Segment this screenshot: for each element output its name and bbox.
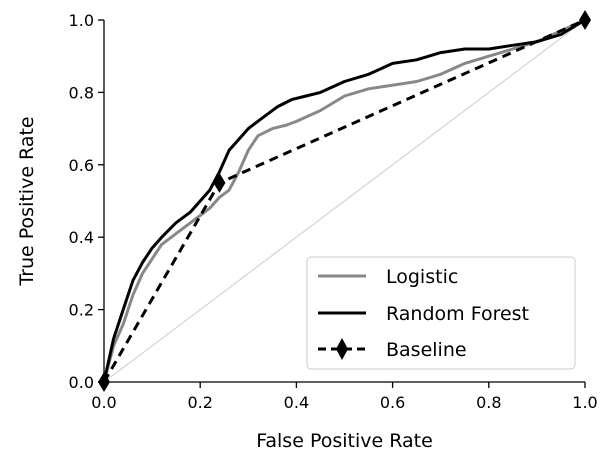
series-marker-baseline [213,172,226,193]
y-tick-label: 0.8 [69,83,94,102]
y-tick-label: 0.4 [69,228,94,247]
reference-diagonal-line [103,19,586,383]
legend-marker-baseline [336,338,348,360]
axes-layer [103,20,585,383]
x-tick-label: 0.2 [187,393,212,412]
series-line-random-forest [102,18,586,383]
legend-label-logistic: Logistic [386,266,458,288]
y-axis-label: True Positive Rate [16,116,38,286]
legend: Logistic Random Forest Baseline [306,256,576,370]
x-tick-label: 1.0 [572,393,597,412]
y-tick-label: 1.0 [69,11,94,30]
series-line-logistic [102,18,586,383]
legend-label-random-forest: Random Forest [386,303,529,325]
series-marker-baseline [579,10,591,30]
legend-label-baseline: Baseline [386,339,467,361]
x-tick-label: 0.8 [476,393,501,412]
y-tick-label: 0.2 [69,301,94,320]
legend-box [306,256,576,370]
x-axis-label: False Positive Rate [256,430,433,452]
x-tick-label: 0.0 [91,393,116,412]
x-tick-label: 0.4 [284,393,309,412]
ticks-layer: 0.0 0.2 0.4 0.6 0.8 1.0 0.0 0.2 0.4 0.6 0.8 1.0 [69,11,598,412]
y-tick-label: 0.6 [69,156,94,175]
y-tick-label: 0.0 [69,373,94,392]
x-tick-label: 0.6 [380,393,405,412]
series-layer [98,10,591,392]
